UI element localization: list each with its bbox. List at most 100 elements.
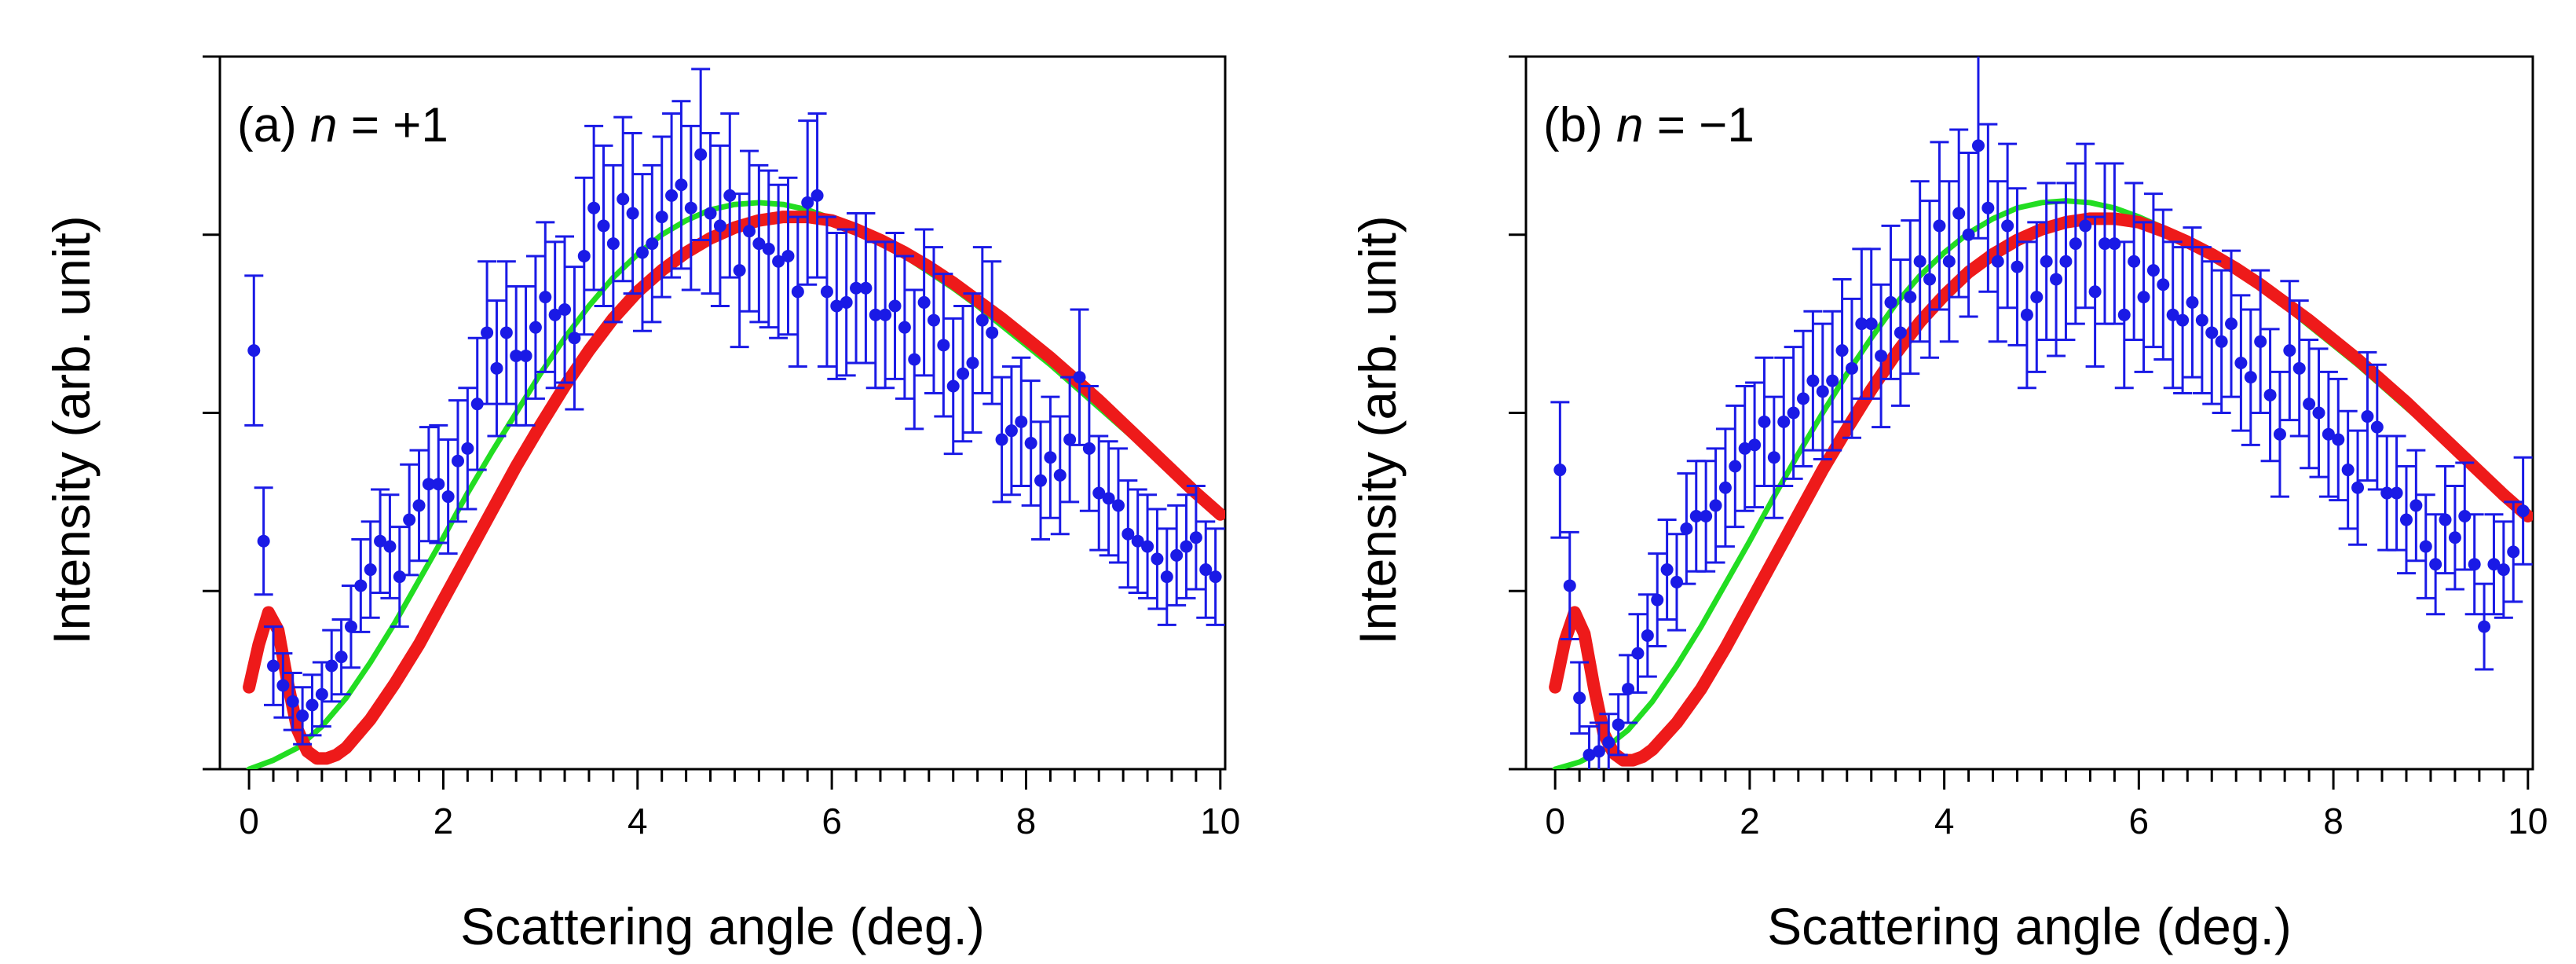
data-point [859,281,873,295]
panel-label-variable: n [310,98,337,152]
data-point [1102,492,1115,505]
data-point [655,211,668,224]
data-point [975,313,989,327]
data-point [1122,527,1135,541]
data-point [432,478,445,491]
data-point [2176,313,2190,327]
data-point [908,353,921,366]
model-curve-red [243,211,1225,765]
data-point [791,285,804,299]
data-point [2117,308,2131,321]
data-point [1199,563,1213,577]
data-point [1131,534,1144,548]
data-point [957,367,970,380]
data-point [2195,313,2208,327]
data-point [2137,291,2150,304]
data-point [665,189,679,202]
data-point [684,201,697,214]
data-point [1777,415,1791,428]
panel-label-variable: n [1616,98,1643,152]
data-point [499,326,513,339]
panel-label: (a) n = +1 [237,98,448,152]
data-point [801,196,814,209]
data-point [2351,481,2365,494]
data-point [2020,308,2033,321]
data-point [1111,499,1125,512]
data-point [1738,442,1751,455]
data-point [470,398,484,411]
data-point [830,299,843,313]
data-point [2399,513,2413,526]
data-point [1082,442,1096,455]
data-point [2069,237,2082,251]
data-point [1806,374,1820,387]
data-point [626,207,639,220]
data-point [461,442,474,455]
data-point [810,189,824,202]
data-point [1913,255,1927,268]
data-point [1170,548,1184,562]
data-point [2225,317,2238,331]
data-point [898,321,911,334]
data-point [1884,295,1897,309]
data-point [1612,718,1625,731]
data-point [441,490,455,504]
data-point [1797,392,1810,405]
data-point [2040,255,2053,268]
data-point [888,299,902,313]
data-point [1015,415,1028,428]
data-point [2098,237,2111,251]
data-point [1044,451,1057,464]
data-point [1583,748,1596,761]
data-point [2088,285,2102,299]
data-point [1835,344,1849,357]
x-tick-label: 4 [628,801,648,841]
data-point [2186,295,2199,309]
data-point [1864,317,1878,331]
data-point [2361,410,2374,423]
data-point [2419,540,2432,553]
data-point [2429,558,2442,571]
data-point [917,295,931,309]
data-point [2497,563,2510,577]
data-point [1631,647,1645,660]
data-point [2439,513,2452,526]
data-point [635,246,649,259]
data-point [1151,552,1164,566]
data-point [481,326,494,339]
data-point [1160,570,1173,584]
data-point [2254,335,2267,348]
data-point [2516,504,2530,518]
data-point [1787,406,1800,420]
x-tick-label: 2 [1740,801,1760,841]
data-point [850,281,863,295]
data-point [1709,499,1722,512]
data-point [2478,620,2491,633]
data-point [1971,139,1985,152]
data-point [752,237,766,251]
data-point [422,478,435,491]
chart-panel-a: 0 2 4 6 8 10 Scattering angle (deg.) Intensity … [42,55,1240,955]
data-point [296,709,309,722]
data-point [2507,545,2520,559]
x-tick-label: 4 [1934,801,1955,841]
data-point [1748,438,1762,452]
data-point [743,225,756,238]
data-point [1923,273,1937,286]
data-point [2166,308,2179,321]
panel-label-value: = −1 [1643,98,1754,152]
x-axis-label: Scattering angle (deg.) [460,897,985,955]
data-point [1816,385,1829,398]
data-point [2380,486,2394,500]
data-point [2079,219,2092,233]
data-point [704,207,717,220]
data-point [451,454,464,467]
data-point [1063,433,1077,446]
data-point [2410,499,2423,512]
data-point [2030,291,2044,304]
data-point [781,249,795,262]
data-point [306,698,319,712]
data-point [2108,237,2121,251]
data-point [2448,531,2461,544]
data-point [1942,255,1956,268]
